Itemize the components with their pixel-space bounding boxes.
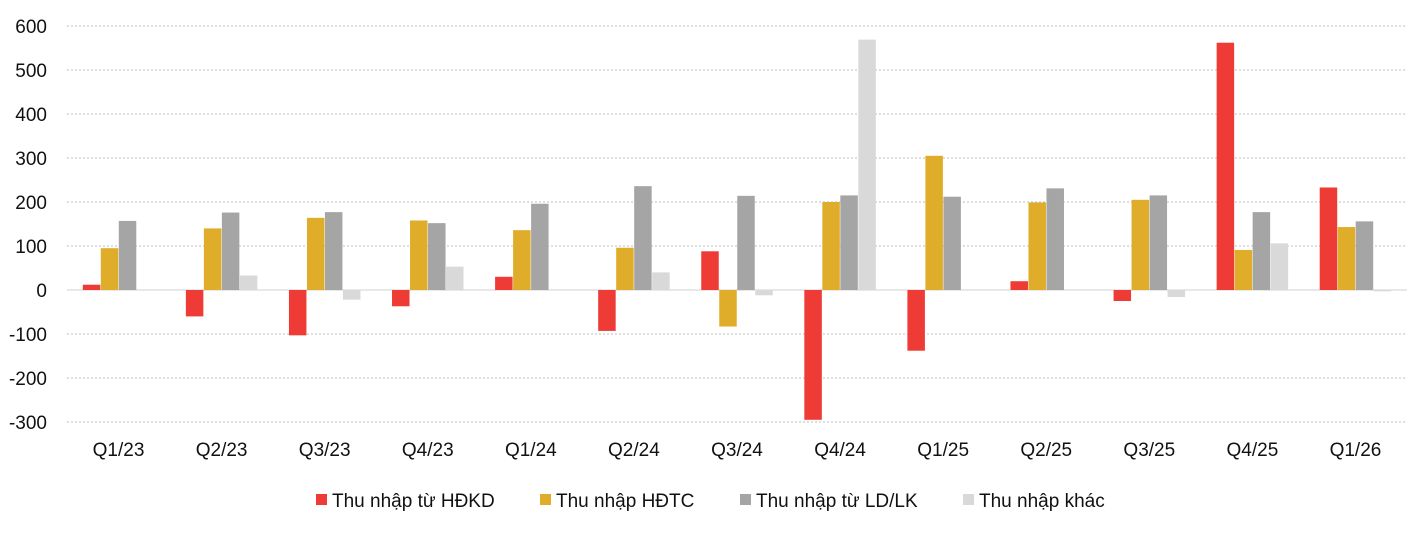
bar bbox=[306, 217, 325, 290]
bar bbox=[804, 290, 822, 420]
bar bbox=[840, 195, 858, 290]
bar bbox=[719, 290, 737, 327]
bar bbox=[495, 276, 513, 290]
legend: Thu nhập từ HĐKD Thu nhập HĐTC Thu nhập từ… bbox=[316, 491, 1105, 512]
x-axis-ticks: Q1/23 Q2/23 Q3/23 Q4/23 Q1/24 Q2/24 Q3/24 Q4/24… bbox=[93, 440, 1382, 461]
bar bbox=[1252, 212, 1271, 290]
x-tick-label: Q2/24 bbox=[608, 440, 660, 461]
bar bbox=[221, 212, 240, 290]
bar bbox=[1028, 202, 1046, 290]
bar bbox=[288, 290, 307, 336]
bar bbox=[428, 223, 446, 290]
bar bbox=[324, 212, 343, 290]
bar bbox=[1319, 187, 1338, 290]
y-tick-label: -300 bbox=[9, 413, 47, 434]
x-tick-label: Q3/23 bbox=[299, 440, 351, 461]
bar bbox=[652, 272, 670, 290]
gridlines bbox=[67, 25, 1407, 423]
legend-swatch bbox=[963, 494, 974, 505]
legend-label: Thu nhập HĐTC bbox=[556, 491, 694, 512]
x-tick-label: Q1/24 bbox=[505, 440, 557, 461]
bar bbox=[616, 247, 634, 290]
x-tick-label: Q3/24 bbox=[711, 440, 763, 461]
y-tick-label: 0 bbox=[36, 281, 47, 302]
legend-label: Thu nhập khác bbox=[979, 491, 1105, 512]
bars bbox=[82, 39, 1392, 420]
bar bbox=[1216, 42, 1235, 290]
legend-swatch bbox=[540, 494, 551, 505]
bar bbox=[1113, 290, 1132, 301]
bar bbox=[118, 220, 137, 290]
bar bbox=[100, 248, 119, 290]
bar bbox=[185, 290, 204, 317]
bar bbox=[1270, 243, 1289, 290]
legend-swatch bbox=[740, 494, 751, 505]
legend-label: Thu nhập từ HĐKD bbox=[332, 491, 495, 512]
legend-label: Thu nhập từ LD/LK bbox=[756, 491, 918, 512]
bar bbox=[1373, 290, 1392, 292]
bar bbox=[1149, 195, 1168, 290]
bar bbox=[701, 251, 719, 290]
bar bbox=[1010, 281, 1028, 290]
bar bbox=[1355, 221, 1374, 290]
bar bbox=[1167, 290, 1186, 298]
bar bbox=[755, 290, 773, 296]
x-tick-label: Q4/23 bbox=[402, 440, 454, 461]
x-tick-label: Q1/23 bbox=[93, 440, 145, 461]
y-tick-label: -200 bbox=[9, 369, 47, 390]
bar bbox=[598, 290, 616, 331]
x-tick-label: Q2/23 bbox=[196, 440, 248, 461]
y-axis-ticks: 600 500 400 300 200 100 0 -100 -200 -300 bbox=[9, 17, 47, 434]
x-tick-label: Q2/25 bbox=[1020, 440, 1072, 461]
bar bbox=[531, 203, 549, 290]
bar bbox=[203, 228, 222, 290]
bar bbox=[858, 39, 876, 290]
bar bbox=[737, 195, 755, 290]
y-tick-label: 300 bbox=[15, 149, 47, 170]
x-tick-label: Q1/25 bbox=[917, 440, 969, 461]
x-tick-label: Q4/25 bbox=[1227, 440, 1279, 461]
x-tick-label: Q1/26 bbox=[1330, 440, 1382, 461]
y-tick-label: 400 bbox=[15, 105, 47, 126]
bar bbox=[943, 196, 961, 290]
x-tick-label: Q3/25 bbox=[1123, 440, 1175, 461]
bar bbox=[410, 220, 428, 290]
bar bbox=[907, 290, 925, 351]
x-tick-label: Q4/24 bbox=[814, 440, 866, 461]
bar bbox=[1046, 188, 1064, 290]
bar bbox=[239, 275, 258, 290]
legend-swatch bbox=[316, 494, 327, 505]
bar bbox=[822, 202, 840, 290]
bar bbox=[925, 155, 943, 290]
y-tick-label: 600 bbox=[15, 17, 47, 38]
y-tick-label: 200 bbox=[15, 193, 47, 214]
bar bbox=[342, 290, 361, 300]
y-tick-label: 500 bbox=[15, 61, 47, 82]
bar bbox=[392, 290, 410, 307]
bar bbox=[1131, 199, 1150, 290]
bar bbox=[1337, 227, 1356, 290]
bar bbox=[513, 230, 531, 290]
bar bbox=[1234, 249, 1253, 290]
bar bbox=[82, 284, 101, 290]
bar bbox=[634, 186, 652, 290]
y-tick-label: -100 bbox=[9, 325, 47, 346]
y-tick-label: 100 bbox=[15, 237, 47, 258]
bar bbox=[446, 266, 464, 290]
